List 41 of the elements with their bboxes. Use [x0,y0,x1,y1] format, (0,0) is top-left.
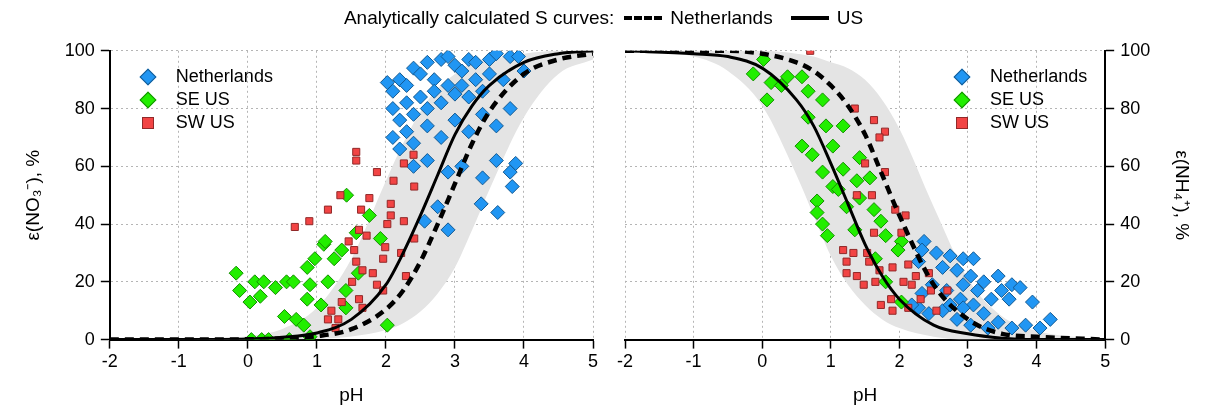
legend-label: Netherlands [175,65,273,86]
legend-title: Analytically calculated S curves: [343,6,615,28]
x-tick-label: 0 [757,351,768,372]
y-axis-title: ε(NO₃⁻), % [21,149,43,241]
y-tick-label: 100 [64,39,95,60]
x-tick-label: -2 [616,351,634,372]
y-tick-label: 80 [74,97,95,118]
x-tick-label: 3 [962,351,973,372]
y-tick-label: 0 [84,328,95,349]
legend-label: SW US [990,111,1050,132]
x-tick-label: 5 [587,351,599,372]
x-tick-label: 0 [242,351,253,372]
x-tick-label: 3 [449,351,460,372]
y-axis-title: ε(NH₄⁺), % [1172,150,1194,241]
legend-label: SW US [175,111,235,132]
y-tick-label: 60 [1120,155,1141,176]
y-tick-label: 100 [1120,39,1151,60]
y-tick-label: 60 [74,155,95,176]
x-tick-label: -2 [101,351,118,372]
x-axis-title: pH [852,383,878,405]
x-tick-label: 4 [518,351,529,372]
y-tick-label: 20 [74,270,95,291]
y-tick-label: 40 [1120,213,1141,234]
x-tick-label: 5 [1100,351,1111,372]
x-tick-label: 1 [311,351,322,372]
x-tick-label: 4 [1031,351,1042,372]
x-tick-label: -1 [170,351,187,372]
y-tick-label: 0 [1120,328,1131,349]
x-tick-label: -1 [685,351,702,372]
x-tick-label: 2 [380,351,391,372]
legend-label: Netherlands [990,65,1088,86]
y-tick-label: 80 [1120,97,1141,118]
x-axis-title: pH [339,383,364,405]
y-tick-label: 20 [1120,270,1141,291]
y-tick-label: 40 [74,213,95,234]
x-tick-label: 1 [825,351,836,372]
legend-label: SE US [175,88,230,109]
legend-label: Netherlands [670,6,773,28]
legend-label: SE US [990,88,1045,109]
x-tick-label: 2 [894,351,905,372]
legend-label: US [836,6,864,28]
